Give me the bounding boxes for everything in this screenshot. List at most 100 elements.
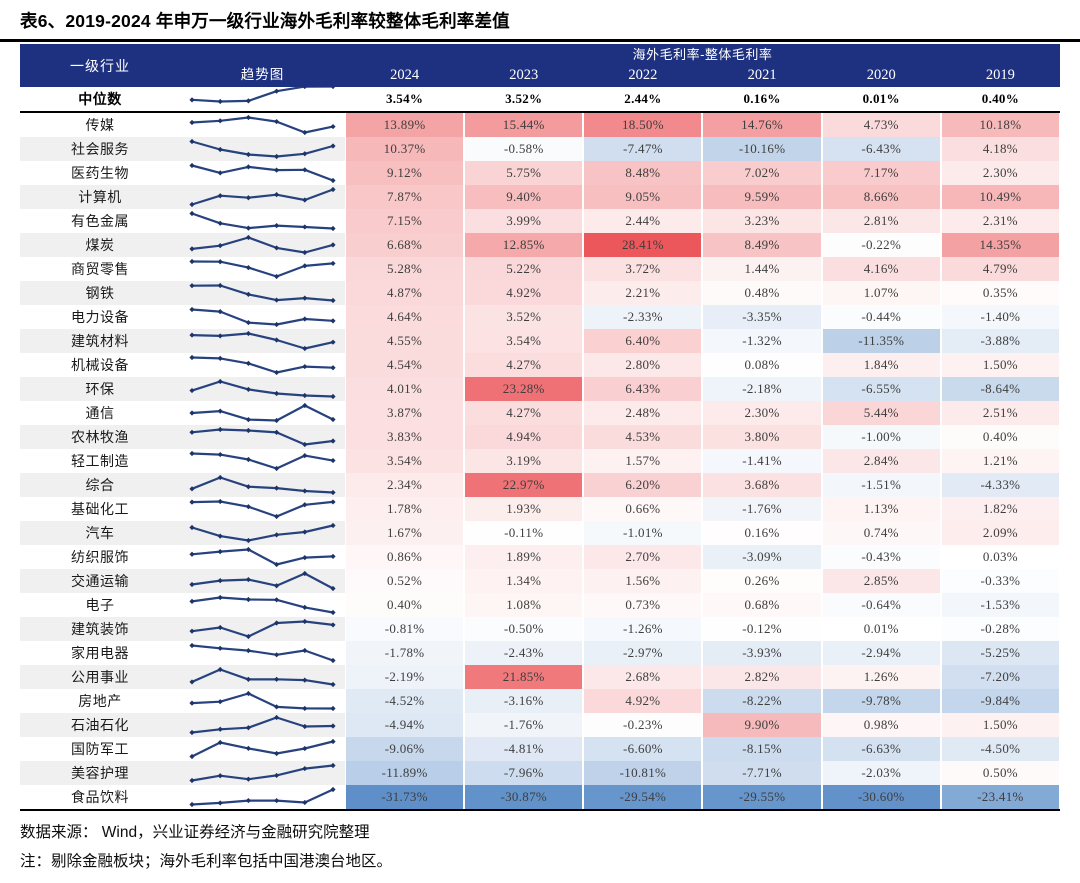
value-cell: -7.47% <box>583 137 703 161</box>
value-cell: 3.54% <box>464 329 584 353</box>
value-cell: 0.98% <box>821 713 941 737</box>
sparkline-svg <box>189 234 336 256</box>
value-cell: 1.21% <box>940 449 1060 473</box>
value-cell: -4.94% <box>345 713 465 737</box>
trend-sparkline-cell <box>180 113 345 137</box>
value-cell: 0.50% <box>940 761 1060 785</box>
table-row: 机械设备 4.54% 4.27% 2.80% 0.08% 1.84% 1.50% <box>20 353 1060 377</box>
note-line: 注：剔除金融板块；海外毛利率包括中国港澳台地区。 <box>20 853 393 870</box>
value-cell: 13.89% <box>345 113 465 137</box>
value-cell: 1.08% <box>464 593 584 617</box>
value-cell: 7.02% <box>702 161 822 185</box>
value-cell: 9.40% <box>464 185 584 209</box>
value-cell: 5.75% <box>464 161 584 185</box>
value-cell: 15.44% <box>464 113 584 137</box>
value-cell: -31.73% <box>345 785 465 809</box>
industry-name: 计算机 <box>20 185 180 209</box>
value-cell: 3.23% <box>702 209 822 233</box>
value-cell: 6.40% <box>583 329 703 353</box>
table-row: 食品饮料 -31.73% -30.87% -29.54% -29.55% -30.60% -… <box>20 785 1060 809</box>
value-cell: 28.41% <box>583 233 703 257</box>
value-cell: 4.16% <box>821 257 941 281</box>
value-cell: 3.87% <box>345 401 465 425</box>
value-cell: 0.01% <box>821 617 941 641</box>
value-cell: 6.68% <box>345 233 465 257</box>
industry-name: 机械设备 <box>20 353 180 377</box>
sparkline-svg <box>189 306 336 328</box>
value-cell: -1.32% <box>702 329 822 353</box>
value-cell: 0.48% <box>702 281 822 305</box>
value-cell: 4.27% <box>464 401 584 425</box>
value-cell: 18.50% <box>583 113 703 137</box>
value-cell: 2.81% <box>821 209 941 233</box>
sparkline-svg <box>189 522 336 544</box>
industry-name: 美容护理 <box>20 761 180 785</box>
table-row: 国防军工 -9.06% -4.81% -6.60% -8.15% -6.63% -4.50% <box>20 737 1060 761</box>
table-row: 基础化工 1.78% 1.93% 0.66% -1.76% 1.13% 1.82% <box>20 497 1060 521</box>
table-row: 房地产 -4.52% -3.16% 4.92% -8.22% -9.78% -9.84% <box>20 689 1060 713</box>
median-row: 中位数 3.54% 3.52% 2.44% 0.16% 0.01% 0.40% <box>20 87 1060 113</box>
industry-name: 社会服务 <box>20 137 180 161</box>
value-cell: -30.87% <box>464 785 584 809</box>
industry-name: 纺织服饰 <box>20 545 180 569</box>
value-cell: 3.99% <box>464 209 584 233</box>
median-value-cell: 0.40% <box>940 87 1060 111</box>
value-cell: -2.94% <box>821 641 941 665</box>
value-cell: 7.15% <box>345 209 465 233</box>
sparkline-svg <box>189 186 336 208</box>
sparkline-svg <box>189 618 336 640</box>
value-cell: 23.28% <box>464 377 584 401</box>
value-cell: 6.43% <box>583 377 703 401</box>
trend-sparkline-cell <box>180 665 345 689</box>
value-cell: 10.18% <box>940 113 1060 137</box>
value-cell: 14.76% <box>702 113 822 137</box>
industry-name: 国防军工 <box>20 737 180 761</box>
value-cell: 2.31% <box>940 209 1060 233</box>
table-row: 环保 4.01% 23.28% 6.43% -2.18% -6.55% -8.64% <box>20 377 1060 401</box>
value-cell: 10.37% <box>345 137 465 161</box>
value-cell: -6.60% <box>583 737 703 761</box>
trend-sparkline-cell <box>180 617 345 641</box>
industry-column-header: 一级行业 <box>70 57 130 74</box>
value-cell: -0.12% <box>702 617 822 641</box>
table-row: 有色金属 7.15% 3.99% 2.44% 3.23% 2.81% 2.31% <box>20 209 1060 233</box>
value-cell: 1.13% <box>821 497 941 521</box>
industry-name: 医药生物 <box>20 161 180 185</box>
table-header: 一级行业 趋势图 海外毛利率-整体毛利率 2024 2023 2022 2021… <box>20 44 1060 87</box>
table-row: 电力设备 4.64% 3.52% -2.33% -3.35% -0.44% -1.40% <box>20 305 1060 329</box>
value-cell: 2.68% <box>583 665 703 689</box>
median-value-cell: 3.54% <box>345 87 465 111</box>
value-cell: 1.34% <box>464 569 584 593</box>
value-cell: -0.81% <box>345 617 465 641</box>
trend-sparkline-cell <box>180 353 345 377</box>
value-cell: -3.93% <box>702 641 822 665</box>
trend-sparkline-cell <box>180 425 345 449</box>
value-cell: 3.83% <box>345 425 465 449</box>
trend-sparkline-cell <box>180 161 345 185</box>
table-row: 家用电器 -1.78% -2.43% -2.97% -3.93% -2.94% -5.25% <box>20 641 1060 665</box>
value-cell: 9.59% <box>702 185 822 209</box>
group-header: 海外毛利率-整体毛利率 <box>632 47 773 62</box>
trend-sparkline-cell <box>180 473 345 497</box>
sparkline-svg <box>189 762 336 784</box>
value-cell: 9.12% <box>345 161 465 185</box>
sparkline-svg <box>189 714 336 736</box>
value-cell: -4.52% <box>345 689 465 713</box>
value-cell: -2.43% <box>464 641 584 665</box>
value-cell: 14.35% <box>940 233 1060 257</box>
trend-sparkline-cell <box>180 569 345 593</box>
table-row: 医药生物 9.12% 5.75% 8.48% 7.02% 7.17% 2.30% <box>20 161 1060 185</box>
table-row: 通信 3.87% 4.27% 2.48% 2.30% 5.44% 2.51% <box>20 401 1060 425</box>
value-cell: -0.28% <box>940 617 1060 641</box>
value-cell: 1.78% <box>345 497 465 521</box>
year-header-2022: 2022 <box>628 67 658 83</box>
sparkline-svg <box>189 738 336 760</box>
value-cell: 8.66% <box>821 185 941 209</box>
value-cell: -4.81% <box>464 737 584 761</box>
value-cell: 3.19% <box>464 449 584 473</box>
trend-sparkline-cell <box>180 689 345 713</box>
trend-sparkline-cell <box>180 713 345 737</box>
overseas-margin-diff-table: 一级行业 趋势图 海外毛利率-整体毛利率 2024 2023 2022 2021… <box>20 44 1060 811</box>
value-cell: 0.40% <box>940 425 1060 449</box>
table-footer: 数据来源： Wind，兴业证券经济与金融研究院整理 注：剔除金融板块；海外毛利率… <box>20 822 1080 873</box>
